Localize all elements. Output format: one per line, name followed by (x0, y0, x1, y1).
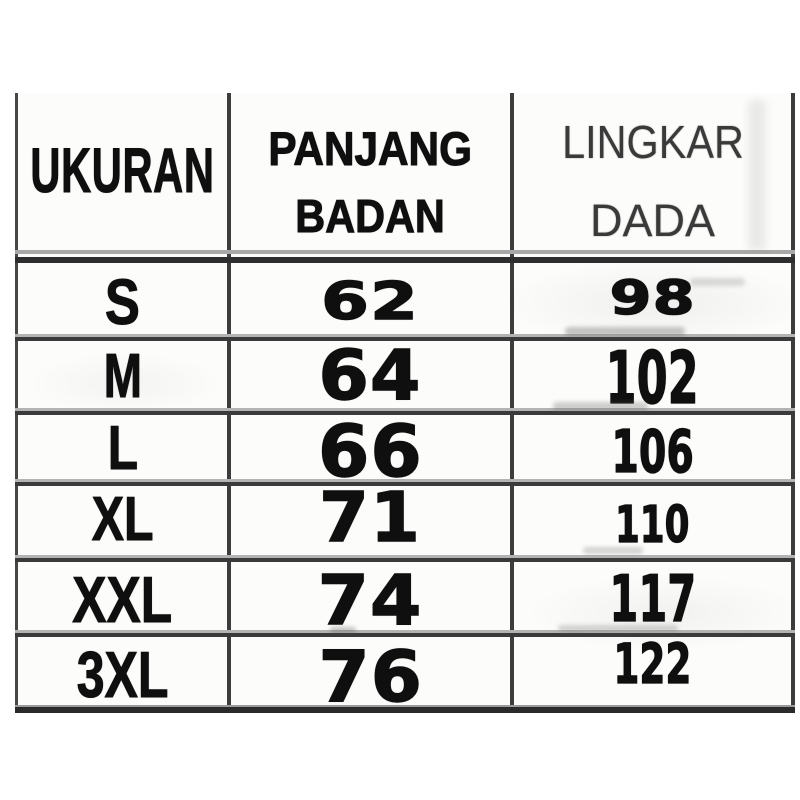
row-separator (15, 630, 795, 637)
row-separator (15, 479, 795, 486)
header-label-lingkar: LINGKAR (561, 115, 744, 168)
panjang-badan-cell: 64 (231, 336, 510, 416)
table-divider-col1 (227, 93, 231, 710)
size-cell: L (18, 417, 227, 481)
row-separator (15, 334, 795, 341)
size-cell: M (18, 343, 227, 410)
table-border-bottom (15, 705, 795, 713)
lingkar-dada-value: 102 (605, 335, 700, 420)
lingkar-dada-cell: 110 (514, 488, 791, 557)
panjang-badan-value: 76 (318, 635, 423, 718)
panjang-badan-value: 64 (318, 336, 422, 416)
panjang-badan-cell: 62 (231, 267, 510, 336)
scan-smudge (553, 402, 648, 411)
row-separator (15, 408, 795, 415)
lingkar-dada-value: 110 (615, 496, 690, 555)
header-label-dada: DADA (589, 194, 716, 246)
panjang-badan-value: 74 (317, 560, 423, 641)
header-cell-lingkar-dada: LINGKAR DADA (514, 93, 791, 250)
lingkar-dada-cell: 98 (514, 267, 791, 336)
header-separator-dark (15, 257, 795, 263)
size-value: L (107, 414, 138, 483)
header-label-panjang: PANJANG (268, 121, 473, 175)
lingkar-dada-cell: 106 (514, 417, 791, 481)
scan-smudge (565, 327, 685, 336)
panjang-badan-cell: 71 (231, 483, 510, 557)
header-cell-ukuran: UKURAN (18, 93, 227, 250)
table-background (15, 93, 795, 710)
scan-smudge (558, 625, 678, 632)
panjang-badan-cell: 74 (231, 564, 510, 635)
panjang-badan-value: 66 (317, 409, 423, 493)
size-value: M (103, 341, 142, 411)
lingkar-dada-value: 117 (609, 563, 697, 637)
header-label-badan: BADAN (295, 189, 446, 242)
table-divider-col2 (510, 93, 514, 710)
panjang-badan-cell: 76 (231, 641, 510, 712)
row-separator (15, 555, 795, 562)
size-cell: XXL (18, 564, 227, 632)
header-cell-panjang-badan: PANJANG BADAN (231, 93, 510, 250)
size-cell: XL (18, 488, 227, 557)
panjang-badan-value: 71 (319, 478, 422, 558)
size-value: XXL (72, 562, 173, 636)
lingkar-dada-cell: 122 (514, 636, 791, 706)
table-border-left (15, 93, 18, 710)
header-label-ukuran: UKURAN (30, 136, 215, 206)
lingkar-dada-value: 122 (613, 632, 692, 696)
panjang-badan-value: 62 (320, 271, 420, 332)
lingkar-dada-cell: 102 (514, 341, 791, 414)
lingkar-dada-cell: 117 (514, 564, 791, 632)
size-value: 3XL (76, 638, 169, 711)
panjang-badan-cell: 66 (231, 415, 510, 487)
scan-smudge (330, 627, 356, 633)
scan-smudge (690, 278, 745, 286)
lingkar-dada-value: 98 (608, 271, 696, 326)
size-cell: 3XL (18, 638, 227, 711)
scan-smudge (583, 547, 643, 554)
table-border-right (791, 93, 795, 710)
header-separator-light (15, 250, 795, 254)
size-cell: S (18, 267, 227, 336)
size-value: S (104, 265, 141, 338)
scan-smudge (748, 100, 766, 250)
lingkar-dada-value: 106 (611, 416, 694, 486)
size-value: XL (91, 484, 154, 554)
